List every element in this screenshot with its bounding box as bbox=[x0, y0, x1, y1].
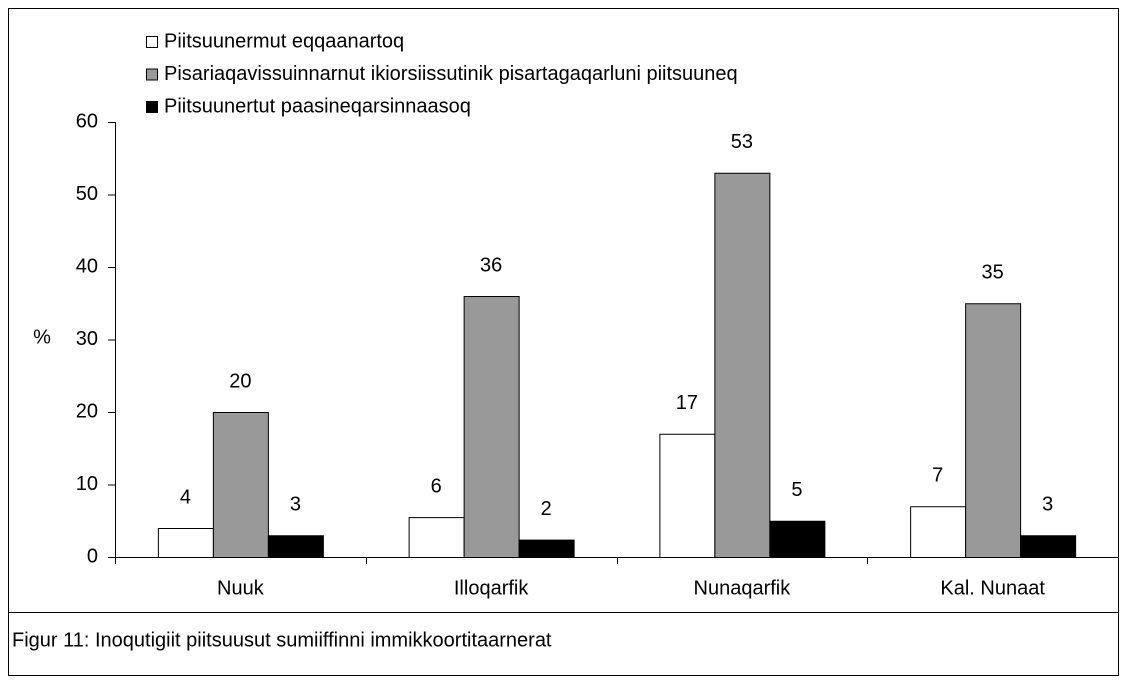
data-label: 3 bbox=[290, 494, 301, 516]
data-label: 53 bbox=[731, 131, 753, 153]
bar bbox=[769, 520, 826, 558]
x-tick-label: Kal. Nunaat bbox=[940, 577, 1045, 599]
x-tick-label: Nuuk bbox=[217, 577, 265, 599]
data-label: 7 bbox=[932, 465, 943, 487]
legend-label: Piitsuunertut paasineqarsinnaasoq bbox=[164, 95, 471, 117]
bar bbox=[212, 412, 269, 558]
x-tick-label: Illoqarfik bbox=[454, 577, 529, 599]
y-tick-label: 60 bbox=[76, 110, 98, 132]
bar bbox=[659, 433, 716, 558]
y-tick-label: 20 bbox=[76, 400, 98, 422]
legend-label: Piitsuunermut eqqaanartoq bbox=[164, 30, 404, 52]
data-label: 6 bbox=[431, 475, 442, 497]
frame bbox=[8, 8, 1119, 676]
data-label: 20 bbox=[229, 370, 251, 392]
data-label: 5 bbox=[791, 479, 802, 501]
data-label: 4 bbox=[180, 486, 191, 508]
y-axis-label: % bbox=[33, 326, 51, 348]
data-label: 17 bbox=[676, 392, 698, 414]
y-tick-label: 50 bbox=[76, 183, 98, 205]
bar bbox=[267, 535, 324, 558]
data-label: 36 bbox=[480, 254, 502, 276]
data-label: 3 bbox=[1042, 494, 1053, 516]
caption: Figur 11: Inoqutigiit piitsuusut sumiiff… bbox=[12, 629, 552, 651]
legend-label: Pisariaqavissuinnarnut ikiorsiissutinik … bbox=[164, 63, 738, 85]
legend-swatch bbox=[146, 101, 158, 113]
bar bbox=[965, 303, 1022, 558]
bar bbox=[157, 528, 214, 558]
bar bbox=[408, 517, 465, 558]
bar bbox=[714, 172, 771, 558]
x-tick-label: Nunaqarfik bbox=[694, 577, 792, 599]
legend-swatch bbox=[146, 68, 158, 81]
data-label: 2 bbox=[541, 498, 552, 520]
bar bbox=[463, 296, 520, 558]
bar bbox=[910, 506, 967, 558]
y-tick-label: 0 bbox=[87, 545, 98, 567]
y-tick-label: 40 bbox=[76, 255, 98, 277]
legend-swatch bbox=[146, 36, 158, 48]
bar bbox=[518, 539, 575, 558]
bar bbox=[1020, 535, 1077, 558]
data-label: 35 bbox=[982, 262, 1004, 284]
y-tick-label: 30 bbox=[76, 328, 98, 350]
y-tick-label: 10 bbox=[76, 473, 98, 495]
